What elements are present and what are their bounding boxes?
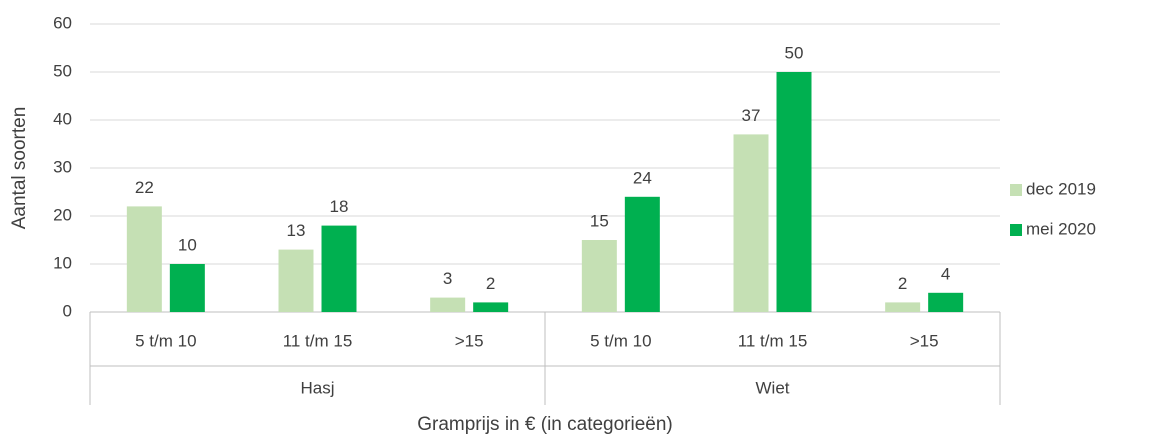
y-tick-label: 30: [53, 157, 72, 176]
legend-label: mei 2020: [1026, 219, 1096, 238]
bar: [885, 302, 921, 312]
bar: [126, 206, 162, 312]
y-tick-label: 10: [53, 253, 72, 272]
bar: [430, 297, 466, 312]
legend-swatch: [1010, 184, 1022, 196]
group-label: Wiet: [756, 378, 790, 397]
bar: [473, 302, 509, 312]
bar: [733, 134, 769, 312]
data-label: 3: [443, 269, 452, 288]
bar: [928, 292, 964, 312]
bar: [624, 196, 660, 312]
bar: [278, 249, 314, 312]
data-label: 22: [135, 178, 154, 197]
data-label: 2: [898, 274, 907, 293]
x-tick-label: >15: [455, 331, 484, 350]
data-label: 50: [785, 43, 804, 62]
x-tick-label: 5 t/m 10: [590, 331, 651, 350]
legend-label: dec 2019: [1026, 179, 1096, 198]
data-label: 13: [287, 221, 306, 240]
data-label: 37: [742, 106, 761, 125]
y-tick-label: 60: [53, 13, 72, 32]
y-tick-label: 0: [63, 301, 72, 320]
data-label: 2: [486, 274, 495, 293]
data-label: 4: [941, 264, 950, 283]
x-tick-label: >15: [910, 331, 939, 350]
x-tick-label: 11 t/m 15: [283, 331, 353, 350]
bar: [776, 72, 812, 312]
y-tick-label: 40: [53, 109, 72, 128]
data-label: 24: [633, 168, 652, 187]
data-label: 18: [330, 197, 349, 216]
y-tick-label: 20: [53, 205, 72, 224]
data-label: 10: [178, 235, 197, 254]
x-tick-label: 5 t/m 10: [135, 331, 196, 350]
bar: [581, 240, 617, 312]
x-axis-title: Gramprijs in € (in categorieën): [417, 414, 673, 435]
bar: [169, 264, 205, 312]
y-axis-title: Aantal soorten: [9, 107, 30, 230]
y-tick-label: 50: [53, 61, 72, 80]
legend-swatch: [1010, 224, 1022, 236]
group-label: Hasj: [300, 378, 334, 397]
data-label: 15: [590, 211, 609, 230]
x-tick-label: 11 t/m 15: [738, 331, 808, 350]
bar: [321, 225, 357, 312]
